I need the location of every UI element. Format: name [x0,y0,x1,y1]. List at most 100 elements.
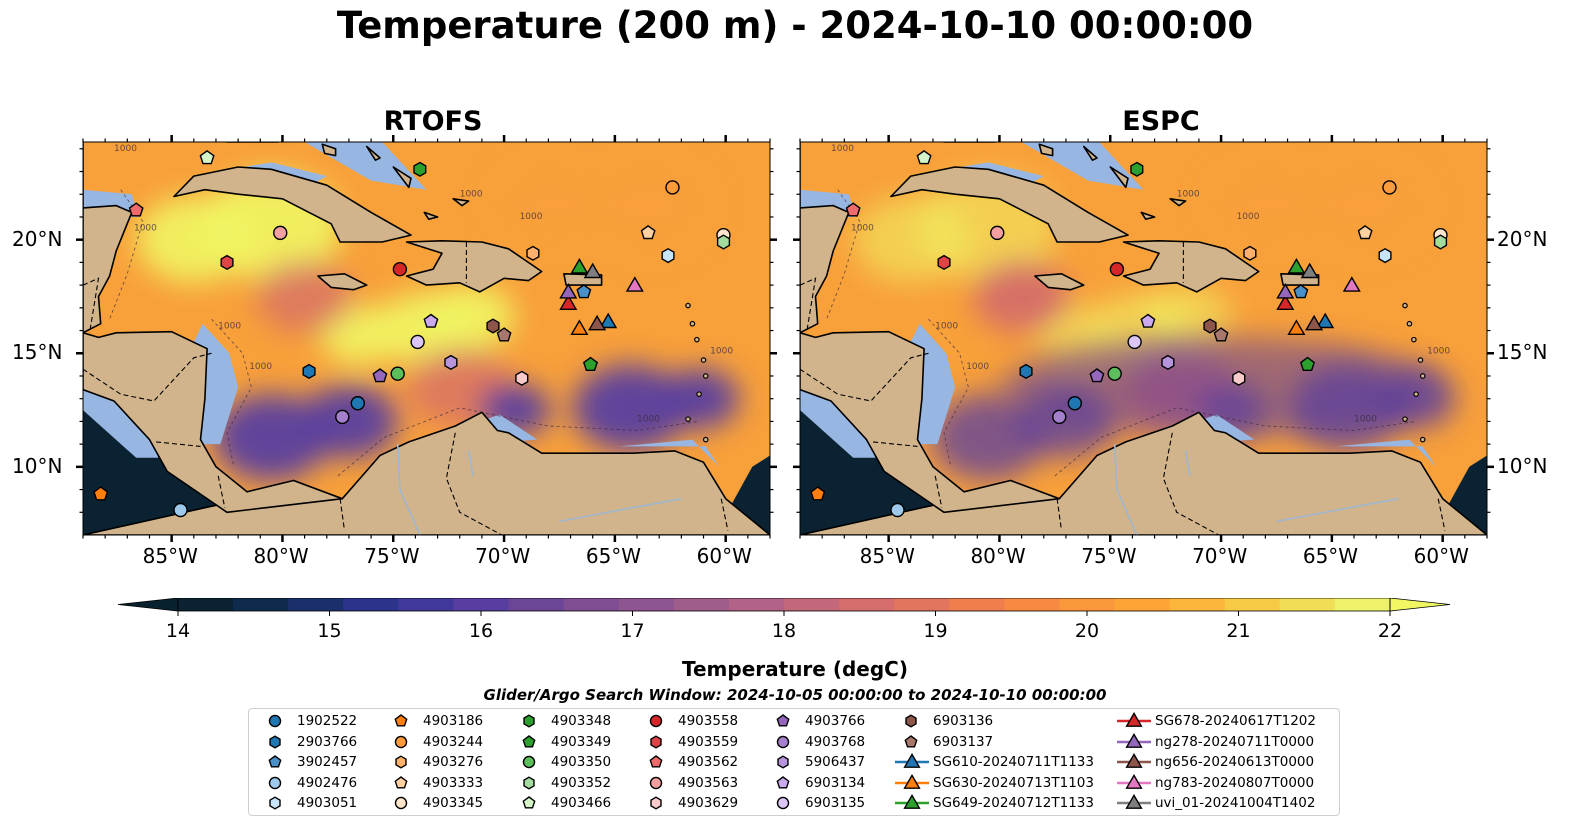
obs-marker-2903766 [302,363,316,380]
colorbar-segment [839,598,895,611]
legend-label: 4903186 [423,713,484,729]
panel-title-rtofs: RTOFS [383,106,483,137]
obs-marker-SG610-20240711T1133 [599,312,618,329]
svg-text:1000: 1000 [1427,346,1450,356]
legend-marker [903,773,921,789]
svg-text:1000: 1000 [1237,212,1260,222]
colorbar-tick-label: 16 [469,620,493,638]
obs-marker-ng656-20240613T0000 [588,314,607,331]
legend-label: 4903629 [678,795,739,812]
obs-marker-ng783-20240807T0000 [625,276,644,292]
colorbar-segment [728,598,785,611]
obs-marker-4903350 [390,366,405,381]
legend-label: SG610-20240711T1133 [933,754,1094,771]
legend-label: 4903766 [805,713,866,729]
colorbar-segment [288,598,344,611]
search-window-text: Glider/Argo Search Window: 2024-10-05 00… [483,686,1107,704]
lon-tick-label: 85°W [142,544,198,568]
svg-text:1000: 1000 [218,321,241,331]
obs-marker-4903768 [335,409,350,425]
colorbar-tick-label: 21 [1226,620,1250,638]
legend-marker [1125,794,1143,810]
legend-marker [268,776,282,790]
obs-marker-4903051 [661,247,675,264]
legend-marker [522,755,536,769]
lon-tick-label: 70°W [475,544,531,568]
colorbar-segment [178,598,234,611]
legend-marker [650,796,662,810]
colorbar-segment [1059,598,1116,611]
legend-label: uvi_01-20241004T1402 [1155,795,1316,812]
obs-marker-4903559 [220,254,234,271]
legend-label: 4903333 [423,774,484,791]
obs-marker-4903276 [1243,245,1257,261]
svg-text:1000: 1000 [520,212,543,222]
colorbar-segment [508,598,565,611]
legend-marker [394,775,408,789]
obs-marker-ng278-20240711T0000 [1276,283,1295,299]
colorbar-segment [673,598,730,611]
svg-text:1000: 1000 [851,224,874,234]
obs-marker-6903135 [410,334,425,350]
lat-tick-label-right: 15°N [1497,340,1548,365]
legend-label: 4903244 [423,733,484,750]
legend-marker [269,734,281,749]
obs-marker-2903766 [1019,363,1033,380]
lon-tick-label: 65°W [1302,544,1359,568]
legend-label: 4903563 [678,774,739,791]
svg-text:1000: 1000 [831,144,854,154]
colorbar-tick-label: 17 [620,620,644,638]
legend-label: 4903350 [551,754,612,771]
legend-label: SG678-20240617T1202 [1155,713,1316,729]
svg-text:1000: 1000 [134,224,157,234]
obs-marker-uvi_01-20241004T1402 [1300,262,1319,279]
obs-marker-3902457 [1293,284,1309,299]
obs-marker-4903333 [640,225,656,240]
colorbar-segment [233,598,289,611]
legend-marker [1125,732,1143,748]
colorbar-over-arrow [1389,598,1451,612]
svg-text:1000: 1000 [966,362,989,372]
obs-marker-6903134 [423,313,439,328]
colorbar-tick-label: 19 [923,620,947,638]
legend-label: 5906437 [805,754,866,771]
obs-marker-4903466 [916,150,932,165]
colorbar-segment [453,598,510,611]
legend-marker [650,734,662,749]
legend-label: ng278-20240711T0000 [1155,733,1315,750]
obs-marker-4903348 [413,161,427,177]
obs-marker-4903244 [665,180,680,195]
obs-marker-4903244 [1382,180,1397,195]
lon-tick-label: 85°W [859,544,915,568]
legend-label: 4902476 [297,774,358,791]
colorbar: 14 15 16 17 18 19 20 21 22 [117,598,1451,638]
legend-marker [777,755,789,769]
legend-marker [1125,712,1143,727]
obs-marker-4903466 [199,150,215,165]
legend-label: 4903768 [805,733,866,750]
svg-text:1000: 1000 [637,414,660,424]
colorbar-segment [1334,598,1391,611]
legend-label: 2903766 [297,733,358,750]
colorbar-tick-label: 14 [166,620,190,638]
obs-marker-4903349 [582,356,599,371]
obs-marker-SG630-20240713T1103 [570,319,589,335]
lon-tick-label: 60°W [696,544,752,568]
obs-marker-SG610-20240711T1133 [1316,312,1335,329]
colorbar-tick-label: 20 [1075,620,1099,638]
obs-marker-4903349 [1299,356,1316,371]
colorbar-segment [1169,598,1226,611]
legend-marker [268,714,282,728]
lat-tick-label-left: 15°N [12,340,63,365]
legend-label: 3902457 [297,754,358,771]
lat-tick-label-left: 10°N [12,453,63,478]
obs-marker-6903137 [1213,327,1229,342]
figure-title: Temperature (200 m) - 2024-10-10 00:00:0… [336,4,1254,47]
obs-marker-4903186 [810,486,826,501]
lon-tick-label: 65°W [585,544,642,568]
obs-marker-4903558 [1109,262,1125,277]
legend-marker [268,755,282,768]
legend-label: SG649-20240712T1133 [933,795,1094,812]
obs-marker-4903562 [845,202,861,217]
legend-label: ng656-20240613T0000 [1155,754,1315,771]
